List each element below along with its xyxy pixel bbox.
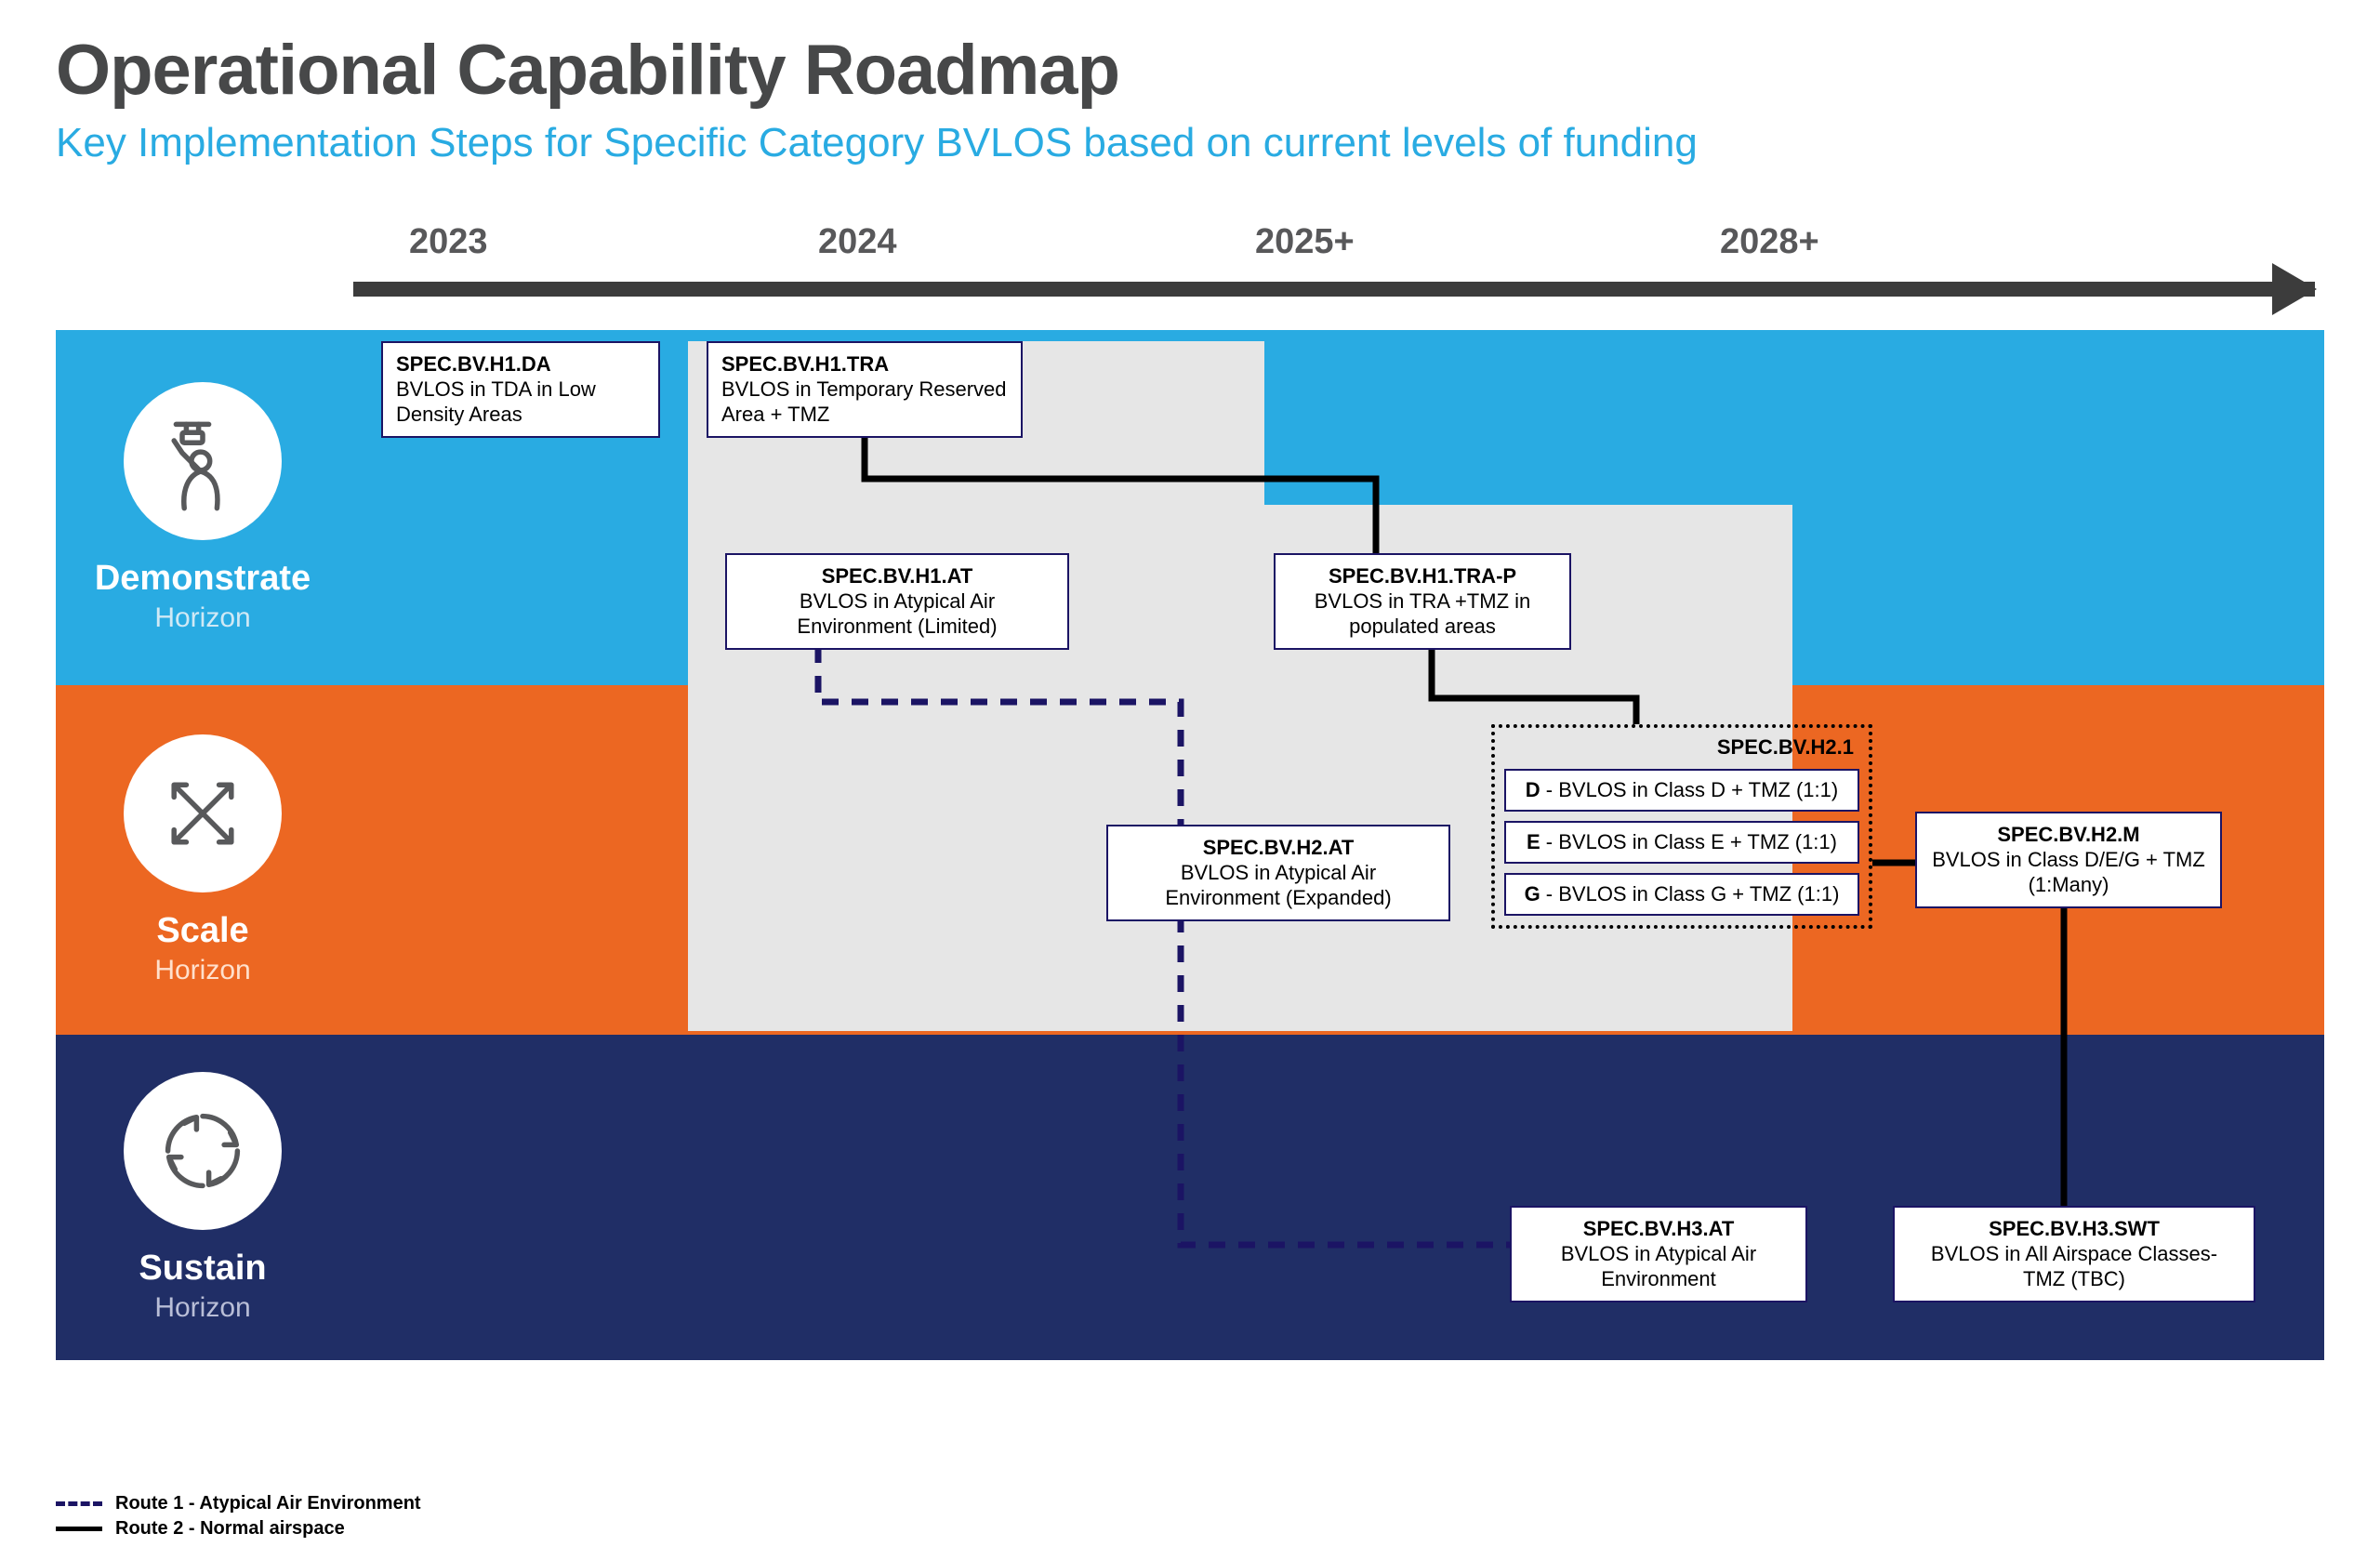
subnode-e: E - BVLOS in Class E + TMZ (1:1) [1504, 821, 1859, 864]
node-spec-trap: SPEC.BV.H1.TRA-P BVLOS in TRA +TMZ in po… [1274, 553, 1571, 650]
group-title: SPEC.BV.H2.1 [1504, 735, 1859, 760]
node-code: SPEC.BV.H1.TRA-P [1289, 564, 1556, 589]
node-code: SPEC.BV.H3.AT [1525, 1217, 1792, 1242]
legend-label: Route 1 - Atypical Air Environment [115, 1493, 421, 1514]
phase-bg-1 [688, 341, 1264, 1031]
page-subtitle: Key Implementation Steps for Specific Ca… [56, 120, 2324, 166]
node-desc: BVLOS in Atypical Air Environment [1525, 1242, 1792, 1292]
roadmap-lanes: Demonstrate Horizon Scale Horizon [56, 330, 2324, 1360]
lane-sustain: Sustain Horizon [56, 1035, 2324, 1360]
dash-icon [56, 1501, 102, 1506]
node-code: SPEC.BV.H2.AT [1121, 836, 1435, 861]
lane-sub: Horizon [154, 955, 250, 986]
lane-name: Demonstrate [95, 559, 311, 599]
node-desc: BVLOS in TRA +TMZ in populated areas [1289, 589, 1556, 640]
year-2024: 2024 [818, 222, 897, 262]
lane-head-scale: Scale Horizon [82, 685, 324, 1035]
legend-route2: Route 2 - Normal airspace [56, 1518, 421, 1540]
timeline: 2023 2024 2025+ 2028+ [56, 222, 2324, 297]
lane-head-demonstrate: Demonstrate Horizon [82, 330, 324, 685]
year-2028: 2028+ [1720, 222, 1819, 262]
cycle-icon [124, 1072, 282, 1230]
node-desc: BVLOS in Atypical Air Environment (Expan… [1121, 861, 1435, 911]
timeline-bar [353, 282, 2315, 297]
drone-person-icon [124, 382, 282, 540]
group-spec-h21: SPEC.BV.H2.1 D - BVLOS in Class D + TMZ … [1491, 724, 1872, 929]
timeline-labels: 2023 2024 2025+ 2028+ [56, 222, 2324, 274]
subnode-g: G - BVLOS in Class G + TMZ (1:1) [1504, 873, 1859, 916]
lane-name: Sustain [139, 1249, 266, 1289]
lane-sub: Horizon [154, 1292, 250, 1324]
legend: Route 1 - Atypical Air Environment Route… [56, 1489, 421, 1540]
solid-icon [56, 1527, 102, 1531]
subnode-d: D - BVLOS in Class D + TMZ (1:1) [1504, 769, 1859, 812]
node-code: SPEC.BV.H2.M [1930, 823, 2207, 848]
legend-label: Route 2 - Normal airspace [115, 1518, 345, 1540]
node-spec-h3swt: SPEC.BV.H3.SWT BVLOS in All Airspace Cla… [1893, 1206, 2255, 1302]
node-code: SPEC.BV.H1.TRA [721, 352, 1008, 377]
node-code: SPEC.BV.H1.AT [740, 564, 1054, 589]
arrow-right-icon [2272, 263, 2317, 315]
lane-name: Scale [156, 911, 248, 951]
node-code: SPEC.BV.H1.DA [396, 352, 645, 377]
node-code: SPEC.BV.H3.SWT [1908, 1217, 2241, 1242]
node-spec-h3at: SPEC.BV.H3.AT BVLOS in Atypical Air Envi… [1510, 1206, 1807, 1302]
node-spec-tra: SPEC.BV.H1.TRA BVLOS in Temporary Reserv… [707, 341, 1023, 438]
node-spec-at: SPEC.BV.H1.AT BVLOS in Atypical Air Envi… [725, 553, 1069, 650]
page-title: Operational Capability Roadmap [56, 30, 2324, 111]
lane-head-sustain: Sustain Horizon [82, 1035, 324, 1360]
year-2023: 2023 [409, 222, 488, 262]
node-desc: BVLOS in Temporary Reserved Area + TMZ [721, 377, 1008, 428]
node-desc: BVLOS in All Airspace Classes- TMZ (TBC) [1908, 1242, 2241, 1292]
year-2025: 2025+ [1255, 222, 1355, 262]
node-desc: BVLOS in Atypical Air Environment (Limit… [740, 589, 1054, 640]
legend-route1: Route 1 - Atypical Air Environment [56, 1493, 421, 1514]
lane-sub: Horizon [154, 602, 250, 634]
arrows-out-icon [124, 734, 282, 892]
node-spec-h2m: SPEC.BV.H2.M BVLOS in Class D/E/G + TMZ … [1915, 812, 2222, 908]
node-spec-h2at: SPEC.BV.H2.AT BVLOS in Atypical Air Envi… [1106, 825, 1450, 921]
node-desc: BVLOS in TDA in Low Density Areas [396, 377, 645, 428]
node-spec-da: SPEC.BV.H1.DA BVLOS in TDA in Low Densit… [381, 341, 660, 438]
node-desc: BVLOS in Class D/E/G + TMZ (1:Many) [1930, 848, 2207, 898]
